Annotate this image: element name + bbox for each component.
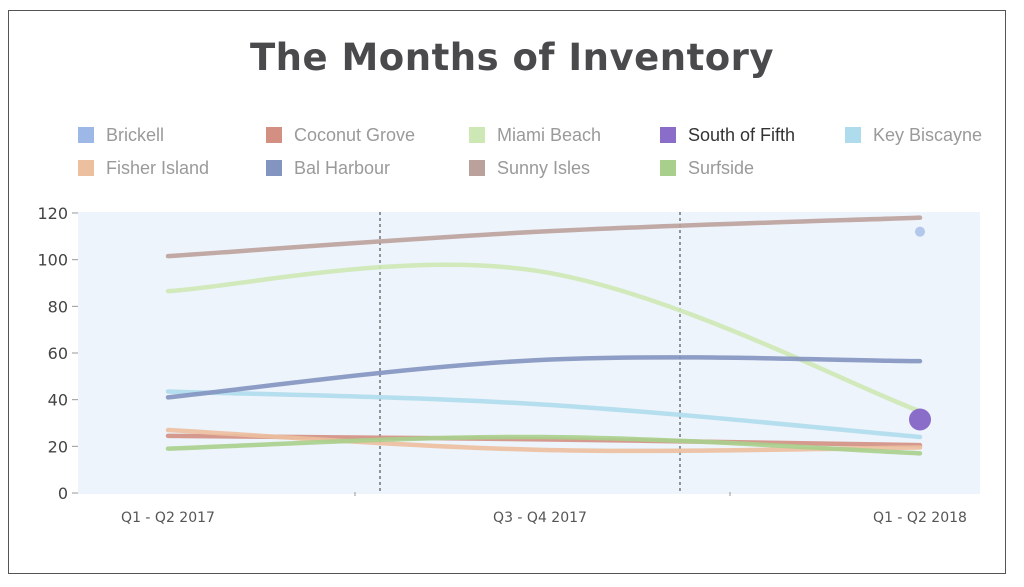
legend-item-miami-beach[interactable]: Miami Beach bbox=[469, 124, 601, 146]
legend-label: South of Fifth bbox=[688, 124, 796, 145]
legend-swatch bbox=[469, 160, 485, 176]
y-tick-label: 100 bbox=[37, 251, 68, 270]
legend-item-brickell[interactable]: Brickell bbox=[78, 124, 164, 146]
series-line-sunny-isles[interactable] bbox=[165, 215, 923, 259]
legend-item-sunny-isles[interactable]: Sunny Isles bbox=[469, 157, 590, 179]
y-tick-label: 0 bbox=[58, 484, 68, 503]
series-line-key-biscayne[interactable] bbox=[165, 389, 923, 440]
legend-label: Bal Harbour bbox=[294, 157, 391, 178]
legend-item-fisher-island[interactable]: Fisher Island bbox=[78, 157, 209, 179]
legend-label: Brickell bbox=[106, 124, 165, 145]
legend-label: Coconut Grove bbox=[294, 124, 416, 145]
series-points bbox=[909, 226, 931, 431]
legend-label: Miami Beach bbox=[497, 124, 602, 145]
legend-label: Surfside bbox=[688, 157, 755, 178]
legend-item-coconut-grove[interactable]: Coconut Grove bbox=[266, 124, 415, 146]
y-tick-label: 120 bbox=[37, 204, 68, 223]
legend-swatch bbox=[266, 160, 282, 176]
data-point-south-of-fifth[interactable] bbox=[909, 408, 931, 431]
legend-swatch bbox=[660, 127, 676, 143]
series-line-surfside[interactable] bbox=[165, 434, 923, 456]
legend-label: Sunny Isles bbox=[497, 157, 591, 178]
legend-item-bal-harbour[interactable]: Bal Harbour bbox=[266, 157, 390, 179]
y-tick-label: 20 bbox=[48, 437, 68, 456]
period-dividers bbox=[379, 212, 681, 494]
series-lines bbox=[165, 215, 923, 456]
legend-item-south-of-fifth[interactable]: South of Fifth bbox=[660, 124, 795, 146]
legend-swatch bbox=[78, 127, 94, 143]
data-point-brickell[interactable] bbox=[915, 226, 925, 237]
y-tick-label: 80 bbox=[48, 297, 68, 316]
y-tick-label: 40 bbox=[48, 391, 68, 410]
x-tick-label: Q1 - Q2 2017 bbox=[121, 510, 215, 526]
legend-swatch bbox=[266, 127, 282, 143]
legend-item-key-biscayne[interactable]: Key Biscayne bbox=[845, 124, 982, 146]
x-tick-label: Q3 - Q4 2017 bbox=[493, 510, 587, 526]
x-tick-label: Q1 - Q2 2018 bbox=[873, 510, 967, 526]
x-axis: Q1 - Q2 2017 Q3 - Q4 2017 Q1 - Q2 2018 bbox=[121, 492, 967, 526]
y-axis: 0 20 40 60 80 100 120 bbox=[37, 204, 78, 503]
chart-title: The Months of Inventory bbox=[249, 36, 775, 79]
legend-swatch bbox=[469, 127, 485, 143]
series-line-miami-beach[interactable] bbox=[165, 262, 923, 414]
legend-swatch bbox=[78, 160, 94, 176]
legend-label: Key Biscayne bbox=[873, 124, 983, 145]
y-tick-label: 60 bbox=[48, 344, 68, 363]
legend-swatch bbox=[845, 127, 861, 143]
legend-label: Fisher Island bbox=[106, 157, 210, 178]
series-line-bal-harbour[interactable] bbox=[165, 355, 923, 400]
legend-item-surfside[interactable]: Surfside bbox=[660, 157, 754, 179]
legend-swatch bbox=[660, 160, 676, 176]
